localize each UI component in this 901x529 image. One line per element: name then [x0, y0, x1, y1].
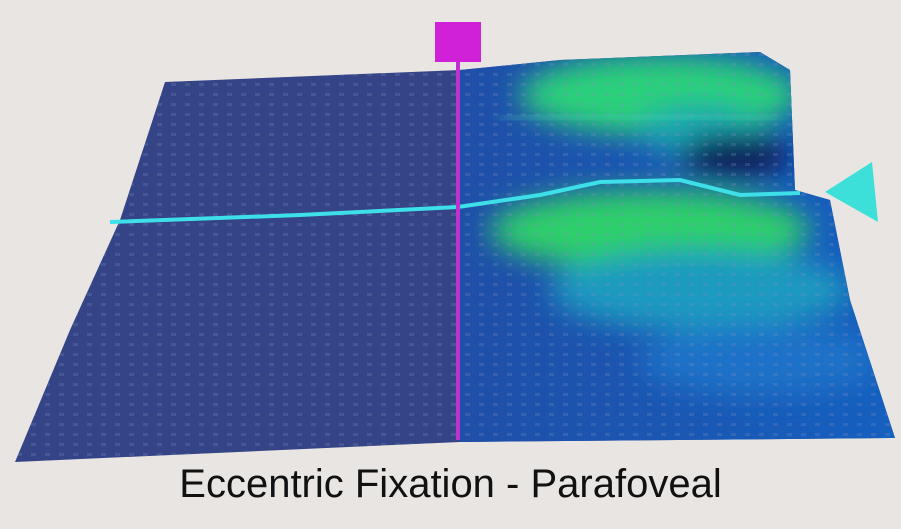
surface-plot — [0, 0, 901, 529]
position-handle — [435, 22, 481, 62]
surface — [0, 0, 901, 529]
profile-marker — [825, 162, 878, 222]
caption: Eccentric Fixation - Parafoveal — [0, 462, 901, 507]
figure: Eccentric Fixation - Parafoveal — [0, 0, 901, 529]
